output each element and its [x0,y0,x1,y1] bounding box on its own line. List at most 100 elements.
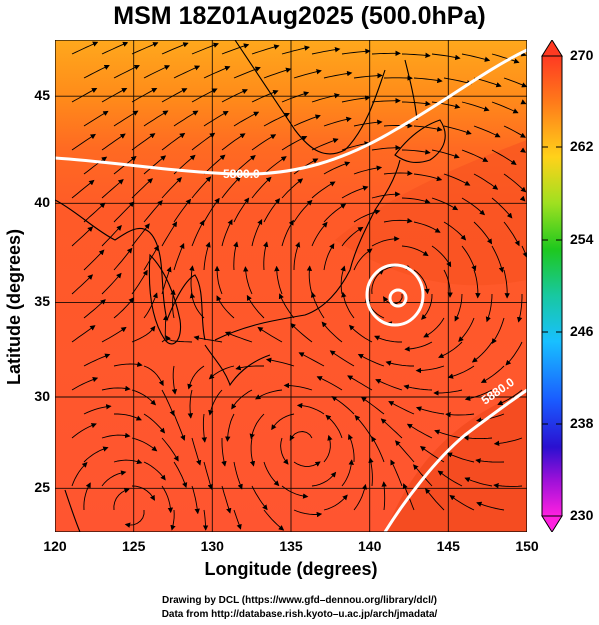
streamline [251,218,263,247]
streamline [421,293,433,320]
streamline [71,226,94,247]
streamline [403,384,433,391]
streamline [263,67,292,79]
streamline [485,293,493,323]
streamline [83,249,105,271]
y-tick-label: 35 [34,293,50,309]
streamline [388,401,415,415]
streamline [161,485,174,514]
streamline [251,176,272,199]
streamline [191,485,200,515]
streamline [113,64,140,79]
streamline [461,149,489,162]
streamline [491,101,519,114]
streamline [323,494,348,511]
streamline [131,133,156,151]
credit-drawing: Drawing by DCL (https://www.gfd–dennou.o… [161,595,437,606]
y-tick-label: 45 [34,87,50,103]
streamline [323,116,352,127]
streamline [193,335,223,343]
streamline [454,293,463,322]
streamline [323,243,335,271]
streamline [463,435,493,441]
streamline [341,291,355,319]
streamline [113,361,143,367]
streamline [293,241,301,271]
streamline [71,423,97,439]
streamline [311,221,328,247]
map-title: MSM 18Z01Aug2025 (500.0hPa) [113,2,486,30]
colorbar-top-arrow [541,40,563,57]
contour-5880-low [365,263,425,327]
streamline [263,509,285,531]
streamline [461,101,490,112]
streamline [271,413,295,431]
streamline [170,509,176,531]
streamline [323,70,353,79]
streamline [101,133,126,151]
streamline [216,295,235,319]
wind-streamlines [71,41,527,531]
streamline [311,47,341,55]
streamline [516,294,523,323]
streamline [280,437,289,465]
colorbar-tick: 238 [570,415,594,431]
streamline [316,376,343,391]
streamline [493,482,523,489]
streamline [431,53,461,61]
colorbar-tick: 254 [570,231,594,247]
streamline [202,509,209,531]
streamline [401,100,431,107]
streamline [221,219,233,247]
streamline [221,133,246,151]
streamline [251,89,279,103]
streamline [243,266,253,295]
streamline [203,461,213,490]
streamline [473,173,499,190]
streamline [293,69,322,79]
streamline [311,93,340,103]
streamline [143,461,166,481]
streamline [503,221,520,247]
streamline [449,494,475,511]
graticule [55,40,527,532]
streamline [476,413,505,423]
streamline [191,219,205,247]
streamline [83,64,110,79]
streamline [263,198,281,223]
streamline [521,245,527,258]
streamline [101,179,124,199]
streamline [208,389,223,416]
streamline [321,321,343,343]
streamline [189,292,205,319]
streamline [383,122,413,129]
streamline [71,133,96,151]
streamline [233,197,250,223]
streamline [71,179,95,199]
streamline [347,433,355,463]
coastline-taiwan [64,489,81,532]
x-tick-label: 135 [279,538,303,554]
coastline-hokkaido [394,119,446,164]
streamline [71,325,96,343]
streamline [113,247,133,271]
streamline [161,314,169,343]
streamline [310,291,325,319]
streamline [281,485,309,499]
streamline [101,432,131,439]
colorbar [541,40,563,532]
streamline [461,53,491,62]
streamline [113,488,130,511]
streamline [434,429,463,439]
streamline [71,41,99,55]
streamline [71,377,99,391]
coastline-honshu [214,159,401,341]
streamline [171,365,178,395]
streamline [114,413,142,421]
streamline [385,360,414,367]
contour-label-5800: 5800.0 [223,167,260,181]
streamline [353,165,383,175]
streamline [221,485,232,514]
streamline [71,461,88,487]
streamline [249,413,265,440]
